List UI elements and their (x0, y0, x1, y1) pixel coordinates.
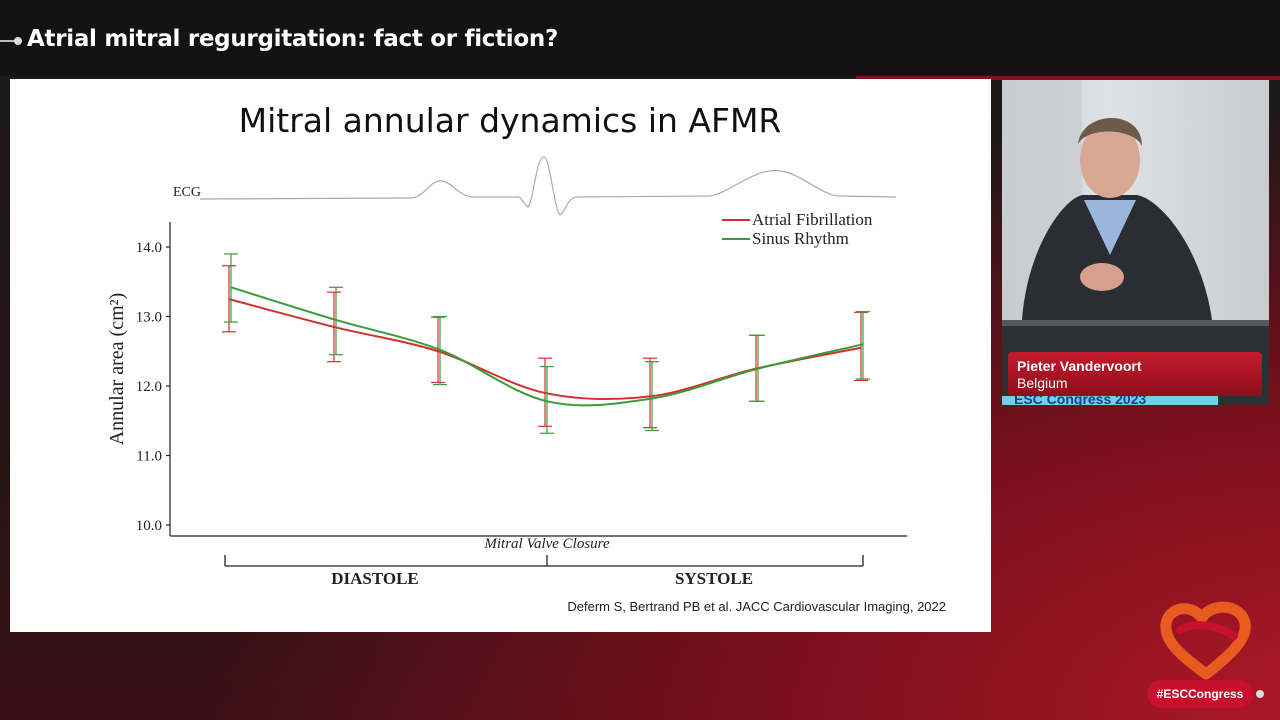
speaker-figure (1002, 80, 1269, 405)
ecg-trace (199, 156, 897, 216)
badge-dot (1256, 690, 1264, 698)
chart-legend: Atrial Fibrillation Sinus Rhythm (722, 210, 873, 248)
y-tick-label: 10.0 (136, 518, 162, 534)
legend-label-af: Atrial Fibrillation (752, 210, 873, 229)
phase-bracket (224, 555, 864, 567)
presentation-slide: Mitral annular dynamics in AFMR ECG 10.0… (10, 79, 991, 632)
congress-banner-text: ESC Congress 2023 (1014, 396, 1147, 405)
y-tick-label: 12.0 (136, 379, 162, 395)
mitral-valve-closure-label: Mitral Valve Closure (483, 536, 610, 552)
chart-axes: 10.0 11.0 12.0 13.0 14.0 (136, 222, 907, 537)
hashtag-badge: #ESCCongress (1147, 680, 1253, 708)
y-axis-label: Annular area (cm²) (106, 293, 128, 446)
phase-diastole: DIASTOLE (331, 569, 419, 588)
top-bar: Atrial mitral regurgitation: fact or fic… (0, 0, 1280, 76)
legend-label-sr: Sinus Rhythm (752, 229, 849, 248)
speaker-video (1002, 80, 1269, 405)
esc-heart-logo-icon (1160, 601, 1251, 680)
y-tick-label: 13.0 (136, 310, 162, 326)
chart: ECG 10.0 11.0 12.0 13.0 14.0 Atrial Fibrilla… (106, 156, 907, 588)
slide-title: Mitral annular dynamics in AFMR (238, 101, 782, 140)
title-marker-line (0, 40, 16, 42)
speaker-country: Belgium (1017, 375, 1068, 391)
speaker-lower-third: Pieter Vandervoort Belgium (1008, 352, 1262, 396)
y-tick-label: 14.0 (136, 240, 162, 256)
speaker-name: Pieter Vandervoort (1017, 358, 1142, 374)
congress-banner: ESC Congress 2023 (1002, 396, 1218, 405)
phase-systole: SYSTOLE (675, 569, 753, 588)
citation: Deferm S, Bertrand PB et al. JACC Cardio… (567, 599, 946, 614)
accent-line (856, 76, 1280, 80)
ecg-label: ECG (173, 185, 201, 200)
title-marker-dot (14, 37, 22, 45)
chart-series (222, 253, 870, 434)
session-title: Atrial mitral regurgitation: fact or fic… (27, 26, 559, 52)
y-tick-label: 11.0 (136, 449, 162, 465)
